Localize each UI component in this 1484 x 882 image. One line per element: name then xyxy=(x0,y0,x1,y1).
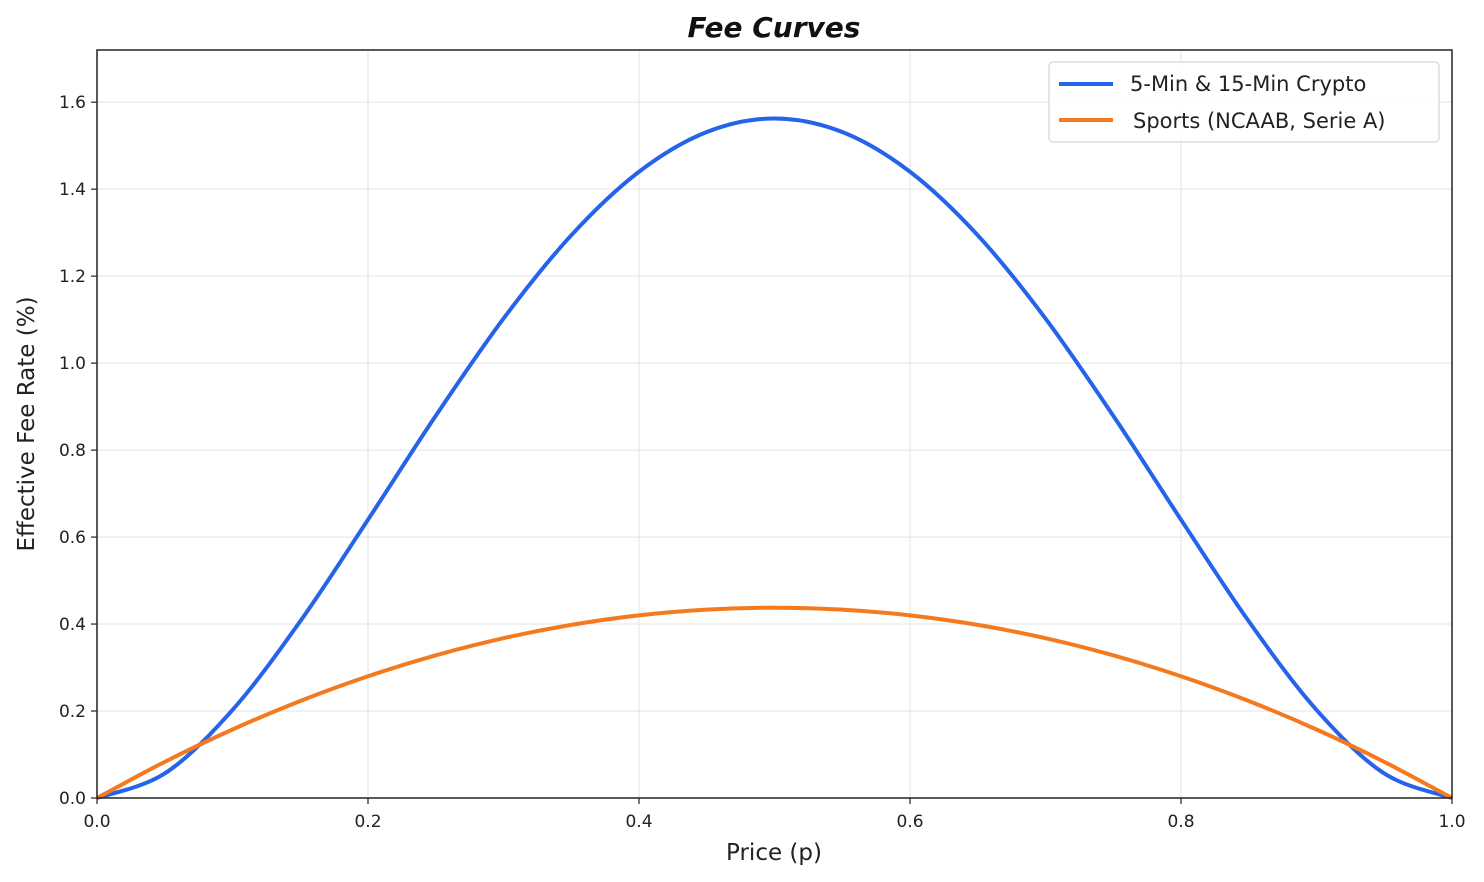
y-tick-label: 1.6 xyxy=(59,93,86,113)
ticks: 0.0 0.2 0.4 0.6 0.8 1.0 0.0 0.2 0.4 0.6 0.8 1.0 1.2 1… xyxy=(59,93,1466,832)
legend-box xyxy=(1048,61,1440,143)
x-tick-label: 0.2 xyxy=(354,812,381,832)
series-lines xyxy=(96,116,1453,800)
y-tick-label: 0.0 xyxy=(59,789,86,809)
series-line-0 xyxy=(96,116,1453,800)
series-line-1 xyxy=(96,605,1453,800)
legend-label-sports: Sports (NCAAB, Serie A) xyxy=(1133,109,1386,133)
x-tick-label: 0.4 xyxy=(625,812,652,832)
x-tick-label: 0.0 xyxy=(83,812,110,832)
chart-title: Fee Curves xyxy=(688,11,861,44)
y-axis-label: Effective Fee Rate (%) xyxy=(14,296,40,551)
x-axis-label: Price (p) xyxy=(726,840,822,866)
y-tick-label: 1.4 xyxy=(59,180,86,200)
y-tick-label: 0.4 xyxy=(59,615,86,635)
y-tick-label: 0.2 xyxy=(59,702,86,722)
x-tick-label: 0.6 xyxy=(896,812,923,832)
x-tick-label: 0.8 xyxy=(1167,812,1194,832)
grid xyxy=(96,50,1453,799)
x-tick-label: 1.0 xyxy=(1438,812,1465,832)
y-tick-label: 0.8 xyxy=(59,441,86,461)
legend: 5-Min & 15-Min Crypto Sports (NCAAB, Ser… xyxy=(1048,61,1440,143)
y-tick-label: 1.0 xyxy=(59,354,86,374)
y-tick-label: 0.6 xyxy=(59,528,86,548)
plot-frame xyxy=(96,49,1453,799)
legend-label-crypto: 5-Min & 15-Min Crypto xyxy=(1130,72,1366,96)
y-tick-label: 1.2 xyxy=(59,267,86,287)
